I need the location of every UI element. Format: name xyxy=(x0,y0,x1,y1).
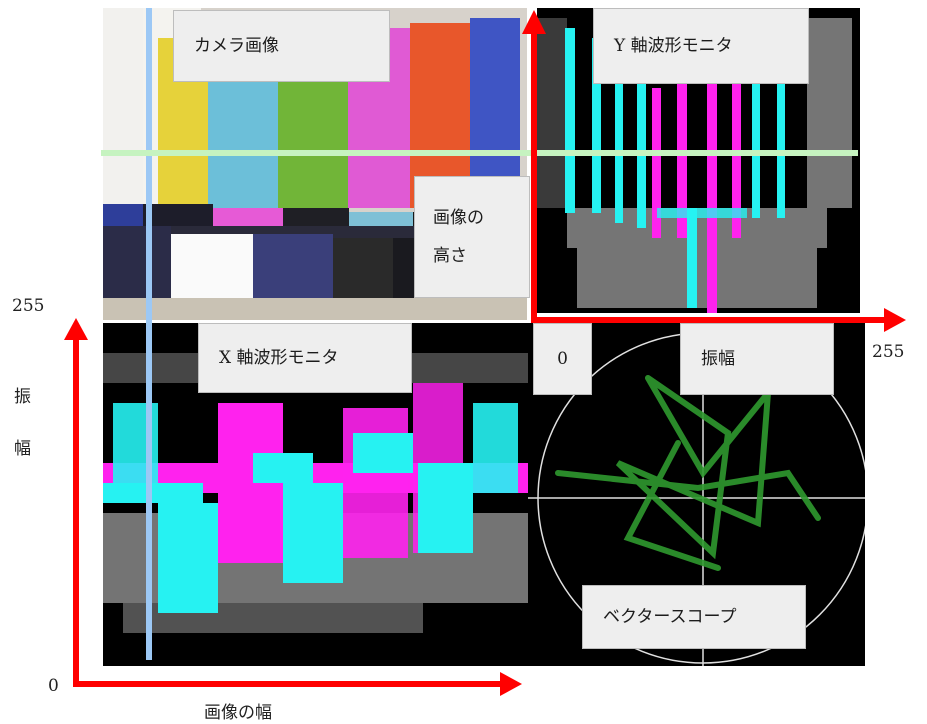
left-axis-max-label: 255 xyxy=(12,296,45,316)
x-waveform-label: X 軸波形モニタ xyxy=(198,323,412,393)
camera-image-label: カメラ画像 xyxy=(173,10,390,82)
left-axis-amplitude-2: 幅 xyxy=(14,439,31,459)
zero-box-label: 0 xyxy=(533,323,592,395)
x-axis-label: 画像の幅 xyxy=(204,703,272,723)
left-axis-amplitude-1: 振 xyxy=(14,387,31,407)
vectorscope-label: ベクタースコープ xyxy=(582,585,806,649)
arrow-up-icon xyxy=(64,318,88,686)
image-height-line2: 高さ xyxy=(433,246,467,266)
origin-zero-label: 0 xyxy=(48,676,59,696)
image-height-label: 画像の 高さ xyxy=(414,176,530,298)
right-axis-max-label: 255 xyxy=(872,342,905,362)
y-waveform-label: Y 軸波形モニタ xyxy=(593,8,809,84)
image-height-line1: 画像の xyxy=(433,207,484,228)
vertical-blue-guide xyxy=(146,8,152,660)
horizontal-green-guide xyxy=(101,150,858,156)
arrow-right-icon xyxy=(73,672,522,696)
amplitude-box-label: 振幅 xyxy=(680,323,834,395)
